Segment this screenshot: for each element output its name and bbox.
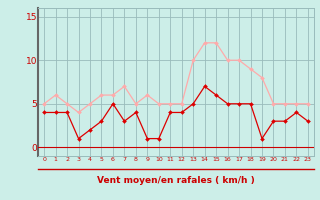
X-axis label: Vent moyen/en rafales ( km/h ): Vent moyen/en rafales ( km/h ) <box>97 176 255 185</box>
